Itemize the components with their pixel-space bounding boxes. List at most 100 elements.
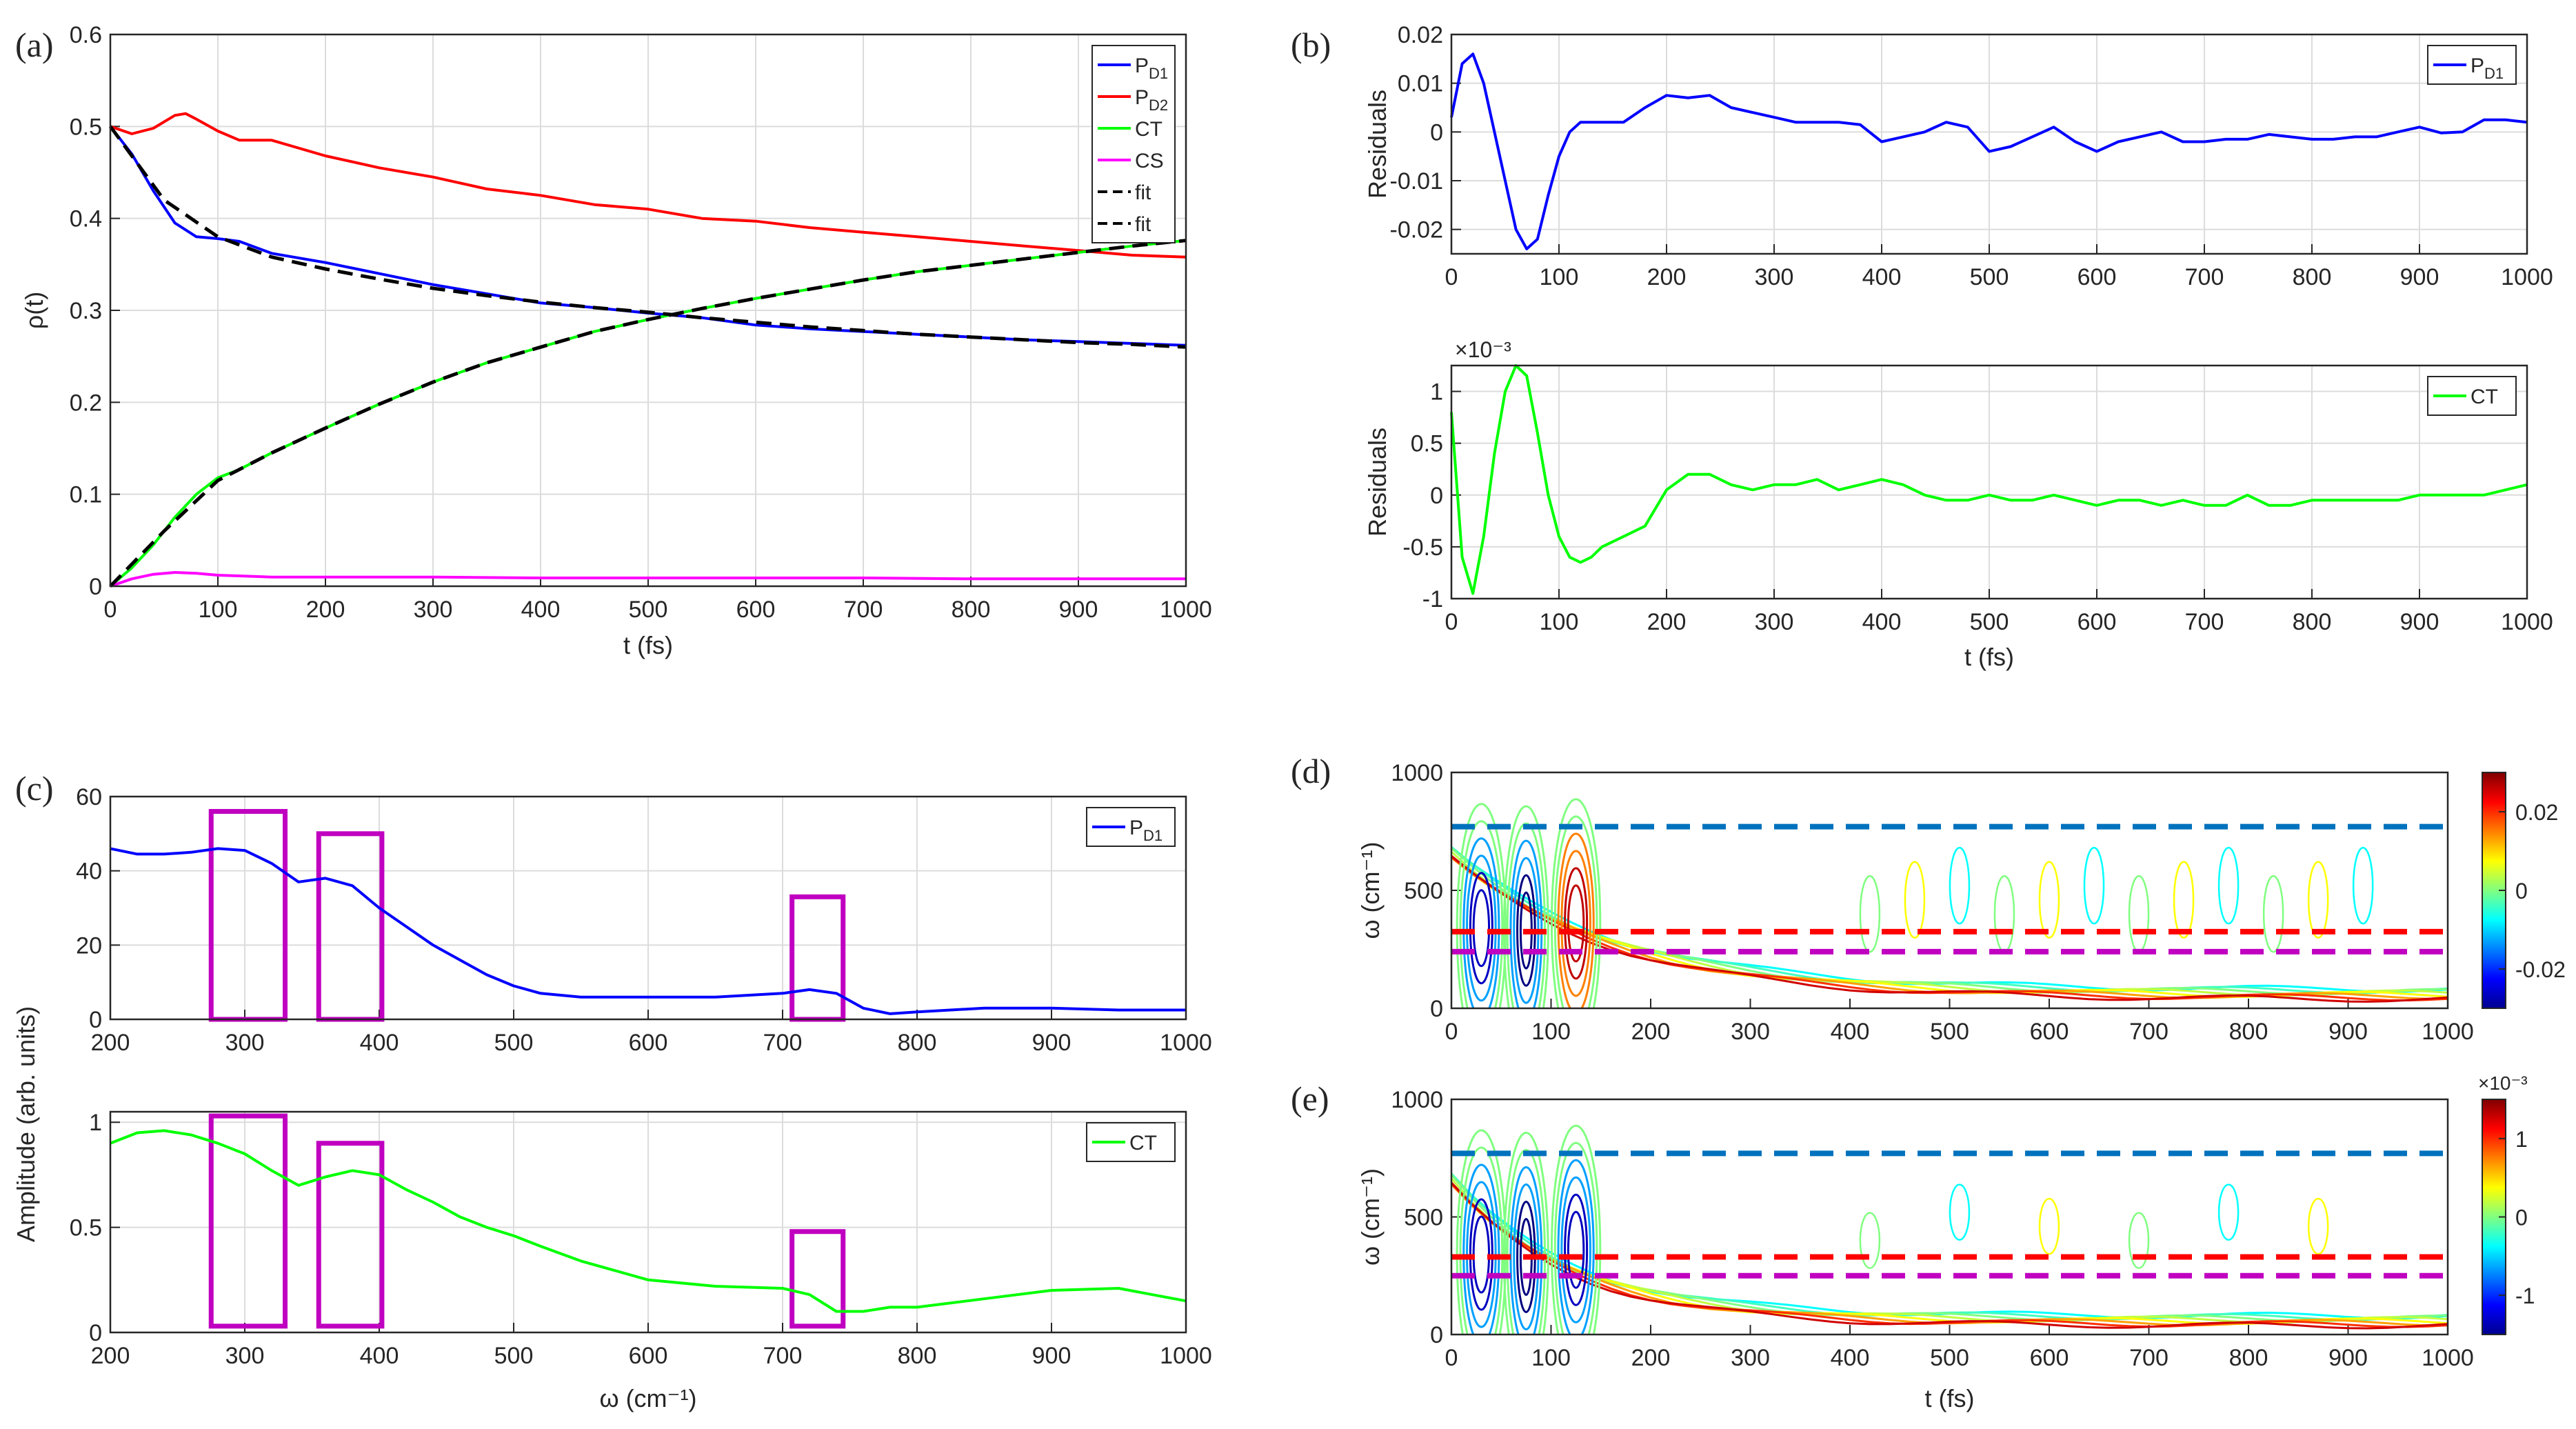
axes-frame-b2 bbox=[1450, 364, 2528, 600]
ytick-label-b1: -0.01 bbox=[1390, 168, 1444, 194]
xtick-label-b1: 800 bbox=[2293, 264, 2332, 290]
plot-c1: 200 300 400 500 600 700 800 900 1000 0 20 40 60 Ampli… bbox=[12, 784, 1212, 1242]
xtick-label-a: 100 bbox=[199, 597, 238, 623]
xtick-label-e: 400 bbox=[1831, 1345, 1870, 1371]
series-line-a-cs bbox=[110, 571, 1186, 588]
ytick-label-b2: 0 bbox=[1430, 483, 1443, 509]
colorbar-tick-label-e: 0 bbox=[2515, 1206, 2528, 1230]
xtick-label-d: 700 bbox=[2129, 1019, 2169, 1045]
legend-box-c1 bbox=[1086, 807, 1176, 847]
xtick-label-a: 0 bbox=[104, 597, 117, 623]
contour-lobe-e bbox=[1550, 1124, 1602, 1335]
ytick-label-e: 500 bbox=[1404, 1205, 1443, 1231]
legend-label-c1: P bbox=[1129, 817, 1143, 839]
xtick-label-c2: 300 bbox=[225, 1343, 265, 1369]
xtick-label-b2: 300 bbox=[1755, 609, 1794, 635]
xtick-label-a: 200 bbox=[306, 597, 345, 623]
contour-lobe-d bbox=[1550, 798, 1602, 1008]
contour-blob-d bbox=[2217, 846, 2240, 925]
contour-lobe-d bbox=[1459, 820, 1504, 1008]
contour-lobe-e bbox=[1557, 1159, 1595, 1335]
xtick-label-c1: 400 bbox=[360, 1030, 399, 1056]
ytick-label-b1: 0.01 bbox=[1398, 71, 1443, 97]
xtick-label-c2: 600 bbox=[629, 1343, 668, 1369]
ytick-label-c1: 20 bbox=[76, 932, 102, 959]
xtick-label-b2: 1000 bbox=[2501, 609, 2553, 635]
legend-sub-b1: D1 bbox=[2484, 65, 2504, 82]
xtick-label-b1: 0 bbox=[1445, 264, 1458, 290]
contour-blob-d bbox=[2262, 875, 2284, 953]
ytick-label-b1: 0.02 bbox=[1398, 22, 1443, 48]
contour-blob-e bbox=[2038, 1197, 2060, 1255]
xtick-label-d: 900 bbox=[2328, 1019, 2368, 1045]
xtick-label-b1: 700 bbox=[2185, 264, 2224, 290]
series-line-a-fit bbox=[109, 239, 1187, 588]
legend-label-a: CS bbox=[1135, 150, 1164, 172]
xtick-label-e: 1000 bbox=[2422, 1345, 2474, 1371]
ytick-label-a: 0.4 bbox=[70, 206, 102, 232]
y-axis-label-c1: Amplitude (arb. units) bbox=[12, 1006, 40, 1242]
xtick-label-a: 1000 bbox=[1160, 597, 1212, 623]
ytick-label-b1: 0 bbox=[1430, 119, 1443, 146]
xtick-label-e: 0 bbox=[1445, 1345, 1458, 1371]
ytick-label-a: 0.6 bbox=[70, 22, 102, 48]
xtick-label-b2: 600 bbox=[2077, 609, 2117, 635]
xtick-label-c1: 500 bbox=[494, 1030, 534, 1056]
contour-lobe-d bbox=[1564, 867, 1589, 980]
contour-lobe-e bbox=[1560, 1176, 1591, 1323]
contour-blob-d bbox=[2307, 861, 2329, 939]
xtick-label-b1: 300 bbox=[1755, 264, 1794, 290]
ytick-label-a: 0 bbox=[89, 574, 102, 600]
xtick-label-d: 1000 bbox=[2422, 1019, 2474, 1045]
ytick-label-a: 0.3 bbox=[70, 298, 102, 324]
contour-lobe-d bbox=[1567, 884, 1585, 963]
xtick-label-d: 0 bbox=[1445, 1019, 1458, 1045]
ytick-label-d: 0 bbox=[1430, 996, 1443, 1022]
ytick-label-c2: 0 bbox=[89, 1320, 102, 1346]
plot-b2: 0 100 200 300 400 500 600 700 800 900 1000 -1 -0.5 0 0… bbox=[1363, 337, 2553, 671]
legend-label-a: CT bbox=[1135, 118, 1163, 141]
y-axis-label-e: ω (cm⁻¹) bbox=[1356, 1168, 1385, 1266]
ytick-label-e: 0 bbox=[1430, 1322, 1443, 1348]
legend-label-a: P bbox=[1135, 86, 1149, 109]
ytick-label-c2: 0.5 bbox=[70, 1215, 102, 1241]
colorbar-tick-label-d: 0 bbox=[2515, 879, 2528, 903]
xtick-label-c2: 200 bbox=[91, 1343, 130, 1369]
axes-frame-b1 bbox=[1450, 33, 2528, 255]
axes-frame-c1 bbox=[109, 795, 1187, 1021]
contour-blob-e bbox=[2307, 1197, 2329, 1255]
contour-blob-d bbox=[1949, 846, 1971, 925]
xtick-label-d: 800 bbox=[2229, 1019, 2268, 1045]
ytick-label-b2: 0.5 bbox=[1411, 431, 1443, 457]
panel-label-d: (d) bbox=[1291, 752, 1331, 790]
contour-lobe-d bbox=[1557, 832, 1595, 1008]
contour-lobe-d bbox=[1462, 837, 1500, 1008]
xtick-label-a: 600 bbox=[736, 597, 776, 623]
x-axis-label-e: t (fs) bbox=[1925, 1384, 1975, 1412]
xtick-label-b2: 200 bbox=[1647, 609, 1687, 635]
contour-blob-e bbox=[2217, 1183, 2240, 1241]
legend-label-b1: P bbox=[2471, 54, 2484, 77]
exponent-label-b2: ×10⁻³ bbox=[1455, 337, 1511, 362]
xtick-label-e: 700 bbox=[2129, 1345, 2169, 1371]
contour-line-e bbox=[1451, 1183, 2448, 1328]
legend-sub-a: D1 bbox=[1149, 65, 1168, 82]
highlight-box-c2 bbox=[789, 1229, 846, 1329]
series-line-b1-p bbox=[1450, 52, 2528, 250]
xtick-label-c1: 300 bbox=[225, 1030, 265, 1056]
xtick-label-c1: 1000 bbox=[1160, 1030, 1212, 1056]
colorbar-exponent-e: ×10⁻³ bbox=[2478, 1072, 2528, 1094]
xtick-label-e: 800 bbox=[2229, 1345, 2268, 1371]
series-line-c1-p bbox=[110, 847, 1186, 1015]
contour-lobe-d bbox=[1469, 872, 1493, 985]
contour-blob-d bbox=[1859, 875, 1881, 953]
ytick-label-d: 1000 bbox=[1391, 760, 1443, 786]
contour-line-e bbox=[1451, 1181, 2448, 1330]
contour-lobe-d bbox=[1466, 855, 1497, 1002]
panel-label-e: (e) bbox=[1291, 1079, 1329, 1118]
contour-lobe-d bbox=[1456, 803, 1507, 1008]
panel-label-a: (a) bbox=[15, 26, 54, 64]
contour-blob-e bbox=[1859, 1212, 1881, 1269]
y-axis-label-a: ρ(t) bbox=[20, 292, 48, 329]
legend-label-a: fit bbox=[1135, 181, 1151, 204]
